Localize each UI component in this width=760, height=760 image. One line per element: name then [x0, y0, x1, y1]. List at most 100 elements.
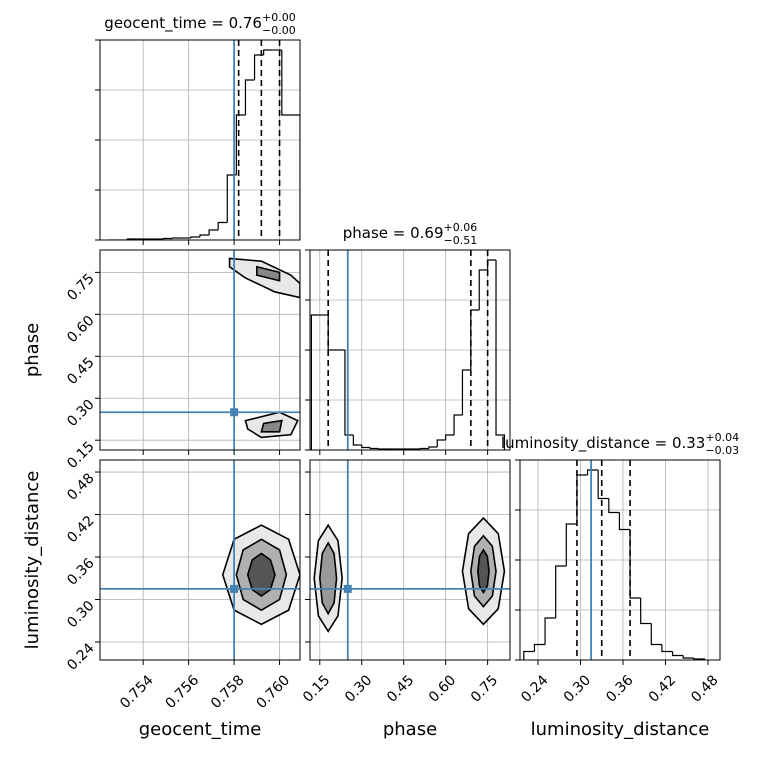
y-tick-label: 0.42 — [64, 513, 97, 546]
x-tick-label: 0.45 — [384, 672, 417, 705]
histogram-bin — [661, 644, 673, 653]
y-tick-label: 0.36 — [64, 555, 97, 588]
histogram-bin — [235, 114, 246, 175]
y-tick-label: 0.45 — [64, 355, 97, 388]
histogram-bin — [461, 369, 471, 415]
histogram-bin — [597, 470, 609, 500]
x-axis-label: phase — [383, 719, 437, 740]
histogram-bin — [327, 315, 337, 351]
y-tick-label: 0.48 — [64, 470, 97, 503]
histogram-bin — [544, 617, 556, 645]
x-tick-label: 0.36 — [603, 672, 636, 705]
histogram-bin — [199, 234, 210, 237]
y-tick-label: 0.15 — [64, 439, 97, 472]
histogram-bin — [555, 565, 567, 618]
histogram-bin — [618, 512, 631, 531]
histogram-bin — [281, 50, 291, 116]
y-tick-label: 0.30 — [64, 397, 97, 430]
x-tick-label: 0.760 — [253, 672, 293, 712]
panel-title: geocent_time = 0.76+0.00 −0.00 — [104, 11, 295, 37]
histogram-bin — [523, 650, 535, 660]
histogram-bin — [478, 269, 488, 310]
histogram-bin — [445, 434, 455, 440]
histogram-bin — [377, 448, 387, 450]
histogram-bin — [629, 529, 641, 599]
panel-title: phase = 0.69+0.06 −0.51 — [343, 221, 478, 247]
x-tick-label: 0.30 — [342, 672, 375, 705]
y-axis-label: phase — [22, 323, 43, 377]
contour — [246, 552, 276, 597]
histogram-bin — [495, 260, 506, 450]
histogram-bin — [419, 447, 429, 450]
panel-frame — [309, 459, 511, 661]
truth-marker — [343, 584, 352, 593]
x-axis-label: geocent_time — [139, 719, 262, 740]
histogram-bin — [344, 350, 354, 436]
y-tick-label: 0.30 — [64, 598, 97, 631]
contour — [318, 541, 338, 616]
y-tick-label: 0.75 — [64, 271, 97, 304]
title-main: geocent_time = 0.76 — [104, 14, 262, 33]
panel-frame — [99, 39, 301, 241]
x-tick-label: 0.15 — [300, 672, 333, 705]
y-axis-label: luminosity_distance — [22, 471, 43, 650]
x-tick-label: 0.30 — [561, 672, 594, 705]
contour — [256, 265, 281, 282]
y-tick-label: 0.60 — [64, 313, 97, 346]
histogram-bin — [470, 309, 480, 370]
histogram-bin — [208, 229, 219, 235]
contour — [477, 548, 490, 594]
histogram-bin — [244, 79, 255, 115]
histogram-bin — [671, 651, 684, 657]
truth-marker — [230, 408, 239, 417]
histogram-bin — [163, 237, 173, 240]
histogram-bin — [533, 643, 546, 652]
title-upper: +0.04 — [705, 431, 739, 444]
contour — [260, 419, 283, 433]
histogram-bin — [428, 446, 438, 449]
histogram-bin — [310, 314, 320, 450]
histogram-bin — [650, 623, 662, 646]
histogram-bin — [487, 259, 497, 270]
y-tick-label: 0.24 — [64, 640, 97, 673]
panel-title: luminosity_distance = 0.33+0.04 −0.03 — [501, 431, 739, 457]
histogram-bin — [608, 498, 620, 514]
panel-frame — [519, 459, 721, 661]
contour — [228, 257, 300, 299]
x-tick-label: 0.24 — [518, 672, 551, 705]
histogram-bin — [352, 435, 362, 446]
histogram-bin — [586, 469, 599, 475]
histogram-bin — [217, 221, 228, 230]
x-tick-label: 0.756 — [163, 672, 203, 712]
histogram-bin — [172, 237, 182, 239]
histogram-bin — [253, 54, 264, 80]
x-tick-label: 0.60 — [426, 672, 459, 705]
title-main: luminosity_distance = 0.33 — [501, 434, 705, 453]
histogram-bin — [576, 474, 588, 524]
histogram-bin — [565, 523, 577, 566]
histogram-bin — [453, 414, 463, 435]
panel-frame — [99, 249, 301, 451]
histogram-bin — [263, 49, 273, 55]
x-axis-label: luminosity_distance — [531, 719, 710, 740]
title-upper: +0.00 — [262, 11, 296, 24]
title-lower: −0.00 — [262, 24, 296, 37]
truth-marker — [230, 584, 239, 593]
title-lower: −0.51 — [444, 234, 478, 247]
histogram-bin — [640, 598, 652, 625]
x-tick-label: 0.75 — [468, 672, 501, 705]
title-lower: −0.03 — [705, 444, 739, 457]
x-tick-label: 0.754 — [117, 672, 157, 712]
x-tick-label: 0.48 — [688, 672, 721, 705]
title-upper: +0.06 — [444, 221, 478, 234]
panel-frame — [309, 249, 511, 451]
x-tick-label: 0.42 — [646, 672, 679, 705]
histogram-bin — [369, 447, 379, 450]
histogram-bin — [290, 114, 300, 240]
x-tick-label: 0.758 — [208, 672, 248, 712]
panel-frame — [99, 459, 301, 661]
histogram-bin — [361, 445, 371, 449]
histogram-bin — [682, 655, 694, 659]
histogram-bin — [436, 439, 446, 447]
